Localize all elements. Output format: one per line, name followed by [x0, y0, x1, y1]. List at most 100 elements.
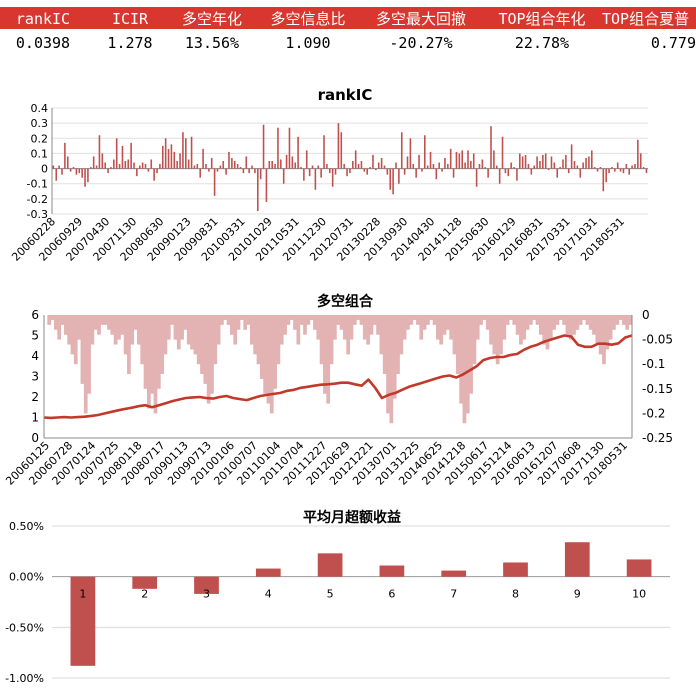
drawdown-bar: [459, 315, 463, 404]
rankic-bar: [314, 168, 317, 190]
rankic-chart: rankIC -0.3-0.2-0.100.10.20.30.4 2006022…: [9, 86, 648, 264]
drawdown-bar: [166, 315, 171, 340]
rankic-bar: [311, 165, 314, 169]
rankic-bar: [536, 156, 538, 169]
rankic-bar: [294, 162, 297, 169]
rankic-bar: [625, 164, 628, 169]
drawdown-bar: [602, 315, 606, 365]
rankic-bar: [141, 162, 144, 169]
stats-header-cell: rankIC: [15, 10, 71, 28]
category-label: 6: [388, 588, 395, 601]
drawdown-bar: [525, 315, 530, 330]
rankic-bar: [110, 167, 112, 169]
rankic-bar: [559, 167, 561, 169]
drawdown-bar: [396, 315, 400, 375]
rankic-bar: [297, 136, 299, 169]
drawdown-bar: [509, 315, 513, 320]
rankic-bar: [490, 126, 492, 169]
rankic-bar: [412, 164, 415, 169]
excess-bar: [132, 576, 158, 589]
drawdown-bar: [462, 315, 467, 424]
rankic-bar: [527, 164, 530, 169]
rankic-bar: [631, 165, 633, 169]
drawdown-bar: [299, 315, 304, 325]
y-tick-label: -0.2: [27, 193, 48, 206]
drawdown-bar: [482, 315, 487, 320]
rankic-bar: [208, 168, 210, 172]
drawdown-bar: [163, 315, 168, 355]
rankic-bar: [634, 164, 636, 169]
drawdown-bar: [469, 315, 473, 394]
rankic-bar: [372, 154, 374, 169]
rankic-bar: [337, 123, 340, 169]
drawdown-bar: [283, 315, 287, 335]
drawdown-bar: [333, 315, 337, 340]
drawdown-bar: [256, 315, 261, 365]
rankic-bar: [225, 168, 227, 175]
rankic-bar: [421, 168, 423, 172]
y-tick-label: 0.4: [31, 102, 49, 115]
excess-bar: [503, 562, 528, 577]
rankic-bar: [268, 161, 271, 169]
rankic-bar: [432, 164, 435, 169]
drawdown-bar: [309, 315, 314, 320]
y-left-tick-label: 1: [31, 411, 39, 425]
rankic-bar: [98, 135, 101, 169]
drawdown-bar: [359, 315, 364, 325]
rankic-bar: [222, 161, 225, 169]
stats-value-cell: 0.779: [650, 34, 696, 52]
rankic-bar: [579, 168, 582, 178]
drawdown-bar: [173, 315, 178, 340]
rankic-bar: [326, 164, 328, 169]
category-label: 3: [203, 588, 210, 601]
drawdown-bar: [77, 315, 81, 340]
rankic-bar: [398, 168, 400, 184]
rankic-bar: [498, 168, 501, 184]
rankic-bar: [418, 154, 420, 169]
monthly-excess-chart: 平均月超额收益 0.50% 0.00% -0.50% -1.00% 1 2 3 4 5 6 7 8 9…: [5, 509, 670, 685]
drawdown-bar: [339, 315, 344, 330]
rankic-bar: [257, 168, 259, 211]
rankic-bar: [590, 150, 593, 169]
drawdown-bar: [246, 315, 251, 325]
drawdown-bar: [622, 315, 626, 325]
drawdown-bar: [568, 315, 573, 340]
drawdown-bar: [107, 315, 111, 330]
rankic-bar: [210, 157, 213, 169]
drawdown-bar: [562, 315, 566, 325]
stats-value-cell: 1.090: [285, 34, 331, 52]
rankic-bar: [265, 168, 268, 202]
drawdown-bar: [598, 315, 603, 355]
rankic-bar: [124, 161, 127, 169]
rankic-bar: [403, 168, 406, 175]
rankic-bar: [187, 159, 190, 169]
drawdown-bar: [429, 315, 434, 320]
rankic-bar: [213, 168, 216, 196]
rankic-bar: [115, 138, 118, 169]
y-tick-label: 0.3: [31, 117, 49, 130]
drawdown-bar: [495, 315, 500, 365]
drawdown-bar: [279, 315, 284, 345]
drawdown-bar: [110, 315, 115, 335]
y-left-tick-label: 3: [31, 370, 39, 384]
y-tick-label: 0.50%: [9, 520, 44, 533]
stats-table: rankIC ICIR 多空年化 多空信息比 多空最大回撤 TOP组合年化 TO…: [0, 0, 696, 60]
rankic-bar: [472, 153, 475, 169]
drawdown-bar: [253, 315, 258, 355]
drawdown-bar: [529, 315, 533, 325]
category-label: 7: [450, 588, 457, 601]
rankic-bar: [349, 168, 351, 174]
stats-header-cell: 多空年化: [181, 10, 242, 28]
rankic-bar: [156, 168, 158, 174]
rankic-bar: [205, 164, 207, 169]
drawdown-bar: [240, 315, 244, 320]
drawdown-bar: [286, 315, 291, 325]
drawdown-bar: [137, 315, 141, 345]
excess-bar: [255, 568, 281, 577]
rankic-bar: [147, 168, 150, 172]
rankic-bar: [291, 156, 294, 169]
rankic-bar: [300, 167, 302, 169]
rankic-bar: [395, 162, 397, 169]
rankic-bar: [530, 168, 533, 175]
drawdown-bar: [323, 315, 327, 394]
